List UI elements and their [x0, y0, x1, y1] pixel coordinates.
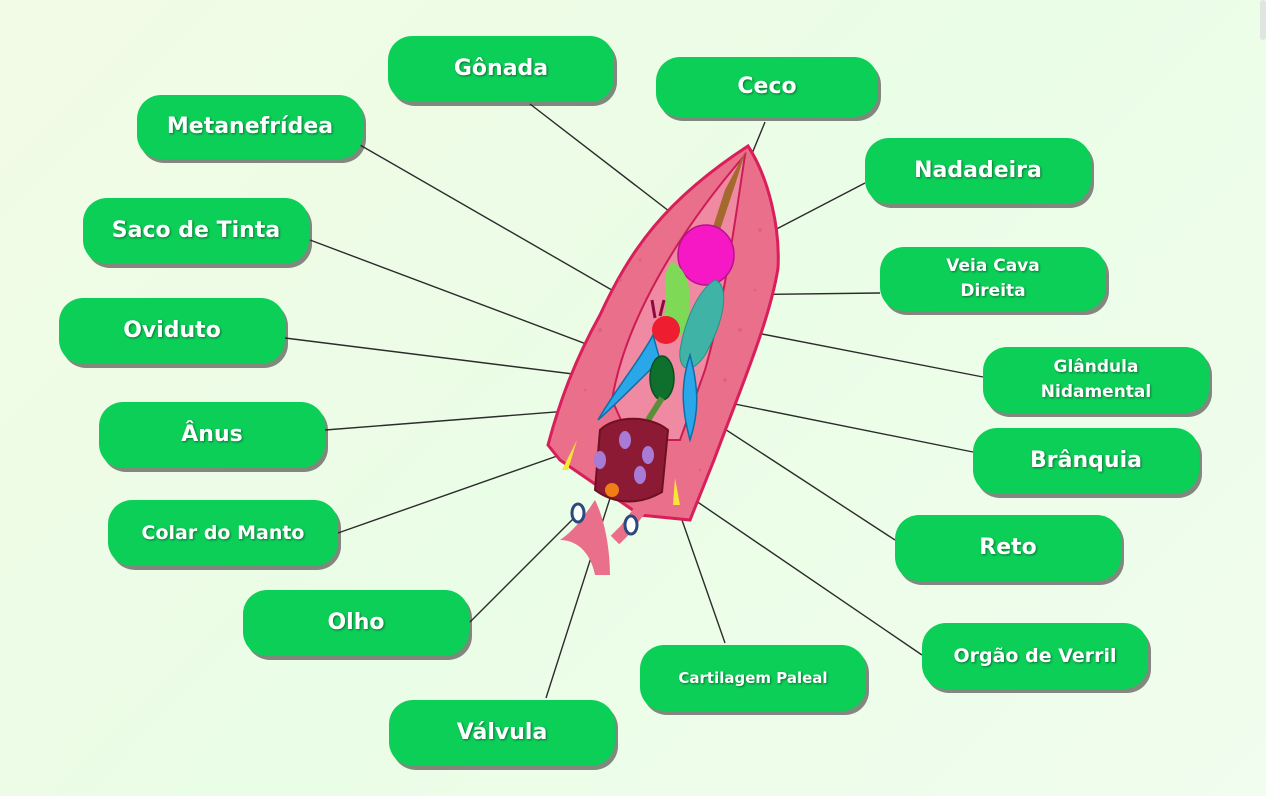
line-cartilagem [674, 499, 726, 644]
gonad [677, 224, 735, 286]
label-oviduto-text: Oviduto [123, 317, 221, 343]
label-saco-de-tinta[interactable]: Saco de Tinta [83, 198, 309, 264]
verrill-organs [594, 431, 654, 484]
line-branquia [689, 394, 974, 453]
scrollbar-edge [1260, 0, 1266, 40]
label-anus-text: Ânus [181, 421, 243, 447]
line-metanefridea [359, 144, 651, 313]
rectum [645, 396, 665, 422]
label-veia-cava-direita[interactable]: Veia Cava Direita [880, 247, 1106, 311]
label-veia-cava-line1: Veia Cava [946, 256, 1040, 277]
line-verril [657, 474, 923, 656]
label-reto-text: Reto [979, 534, 1037, 560]
line-olho [469, 513, 579, 623]
label-veia-cava-line2: Direita [960, 281, 1026, 301]
label-metanefridea-text: Metanefrídea [166, 113, 334, 139]
label-glandula-nidamental[interactable]: Glândula Nidamental [983, 347, 1209, 413]
label-gonada-text: Gônada [453, 55, 549, 81]
label-glandula-line2: Nidamental [1040, 382, 1152, 402]
label-glandula-line1: Glândula [1053, 357, 1139, 378]
gill-left [597, 332, 661, 421]
label-branquia[interactable]: Brânquia [973, 428, 1199, 494]
label-metanefridea[interactable]: Metanefrídea [137, 95, 363, 159]
eye-left [570, 502, 586, 524]
squid-illustration [546, 143, 780, 575]
label-anus[interactable]: Ânus [99, 402, 325, 468]
label-colar-do-manto[interactable]: Colar do Manto [108, 500, 338, 566]
pallial-cartilage-left [562, 440, 577, 470]
label-valvula-text: Válvula [456, 719, 548, 745]
funnel-region [593, 417, 670, 503]
line-nadadeira [764, 182, 866, 236]
label-orgao-de-verril[interactable]: Orgão de Verril [922, 623, 1148, 689]
label-cartilagem-paleal[interactable]: Cartilagem Paleal [640, 645, 866, 711]
label-ceco[interactable]: Ceco [656, 57, 878, 117]
label-olho-text: Olho [327, 609, 385, 635]
label-ceco-text: Ceco [737, 73, 797, 99]
pallial-cartilage-right [673, 478, 680, 505]
label-saco-de-tinta-text: Saco de Tinta [111, 217, 281, 243]
line-colar [337, 454, 561, 534]
head [560, 500, 610, 575]
label-olho[interactable]: Olho [243, 590, 469, 656]
vessel [650, 299, 666, 319]
label-reto[interactable]: Reto [895, 515, 1121, 581]
cecum [712, 150, 746, 230]
gill-right [682, 352, 698, 443]
eye-right [623, 514, 639, 536]
label-valvula[interactable]: Válvula [389, 700, 615, 766]
label-oviduto[interactable]: Oviduto [59, 298, 285, 364]
label-branquia-text: Brânquia [1030, 447, 1142, 473]
valve [605, 483, 619, 497]
label-cartilagem-paleal-text: Cartilagem Paleal [678, 669, 828, 687]
label-nadadeira-text: Nadadeira [914, 157, 1042, 183]
label-colar-do-manto-text: Colar do Manto [141, 521, 305, 544]
red-organ [652, 316, 680, 344]
mantle-texture [583, 228, 762, 472]
ink-sac [649, 355, 675, 401]
label-nadadeira[interactable]: Nadadeira [865, 138, 1091, 204]
label-gonada[interactable]: Gônada [388, 36, 614, 102]
leader-lines [284, 103, 984, 699]
label-orgao-de-verril-text: Orgão de Verril [953, 644, 1117, 667]
